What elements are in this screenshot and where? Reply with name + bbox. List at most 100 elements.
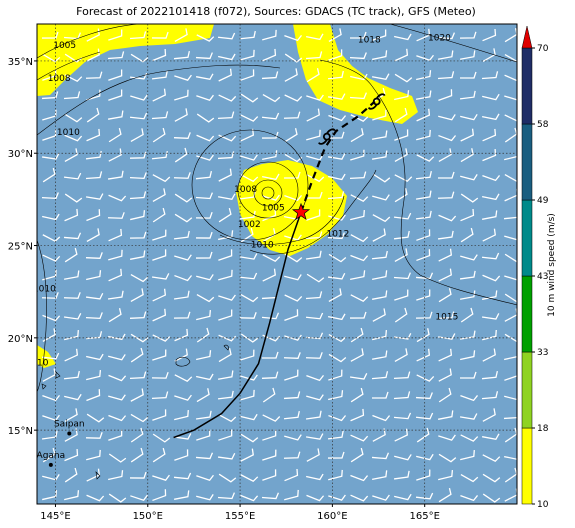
wind-barb — [42, 394, 61, 402]
wind-barb — [459, 290, 476, 300]
wind-barb — [305, 312, 324, 320]
wind-barb — [218, 68, 233, 82]
wind-barb — [261, 112, 280, 120]
wind-barb — [328, 414, 347, 422]
wind-barb — [393, 371, 411, 379]
wind-barb — [262, 449, 277, 461]
wind-barb — [85, 431, 103, 439]
wind-barb — [42, 53, 61, 63]
wind-barb — [328, 49, 343, 61]
wind-barb — [218, 294, 236, 301]
wind-barb — [350, 254, 369, 262]
wind-barb — [394, 428, 409, 442]
isobar-label: 1005 — [53, 41, 76, 51]
wind-barb — [306, 494, 325, 502]
wind-barb — [328, 288, 342, 302]
wind-barb — [350, 494, 369, 502]
wind-barb — [504, 234, 517, 241]
lat-tick-label: 30°N — [8, 149, 33, 160]
lon-tick-label: 160°E — [317, 511, 347, 522]
wind-barb — [86, 270, 102, 281]
map-gridlines — [37, 24, 517, 504]
wind-barb — [371, 371, 389, 380]
wind-barb — [195, 192, 213, 200]
wind-barb — [459, 71, 477, 79]
wind-barb — [64, 393, 82, 401]
wind-barb — [262, 268, 277, 282]
wind-barb — [63, 172, 82, 180]
wind-barb — [130, 94, 148, 101]
wind-barb — [305, 250, 322, 260]
wind-barb — [394, 454, 412, 461]
wind-barb — [372, 428, 386, 442]
wind-barb — [327, 131, 345, 139]
wind-barb — [195, 231, 213, 239]
wind-barb — [174, 449, 189, 461]
wind-barb — [504, 453, 517, 461]
wind-barb — [218, 269, 233, 281]
isobar-label: 1005 — [262, 203, 285, 213]
wind-barb — [481, 371, 499, 380]
wind-barb — [174, 274, 193, 282]
wind-barb — [372, 50, 388, 61]
wind-barb — [240, 93, 259, 103]
wind-barb — [371, 391, 389, 399]
wind-barb — [394, 48, 409, 62]
wind-barb — [107, 212, 125, 219]
wind-barb — [151, 111, 169, 120]
place-labels: Saipan Agana — [37, 419, 85, 467]
wind-barb — [152, 433, 171, 443]
wind-barb — [481, 391, 499, 400]
wind-barb — [129, 151, 147, 159]
wind-barb — [196, 293, 215, 303]
wind-barb — [107, 110, 124, 120]
wind-barb — [460, 434, 479, 442]
wind-barb — [394, 289, 409, 301]
wind-barb — [108, 194, 127, 202]
wind-barb — [174, 348, 188, 362]
wind-barb — [64, 449, 79, 462]
wind-barb — [305, 433, 324, 440]
wind-barb — [283, 391, 301, 400]
wind-barb — [86, 449, 101, 461]
wind-barb — [129, 112, 148, 120]
wind-barb — [460, 494, 479, 502]
wind-barb — [284, 153, 303, 163]
wind-barb — [482, 348, 496, 362]
wind-barb — [438, 89, 453, 101]
wind-barb — [218, 230, 234, 241]
wind-barb — [504, 53, 517, 63]
isobar-label: 1012 — [326, 229, 349, 239]
wind-barb — [349, 373, 368, 380]
wind-barb — [152, 474, 170, 481]
wind-barb — [306, 374, 325, 382]
wind-barb — [130, 53, 149, 63]
wind-barb — [305, 352, 323, 359]
wind-barb — [284, 468, 299, 482]
wind-barb — [86, 28, 100, 42]
wind-barb — [350, 270, 366, 281]
wind-barb — [350, 387, 364, 403]
wind-barb — [42, 69, 57, 81]
wind-barb — [261, 312, 280, 320]
wind-barb — [86, 353, 104, 361]
wind-barb — [240, 333, 259, 343]
colorbar-tick-label: 58 — [537, 120, 549, 130]
wind-barb — [63, 292, 81, 299]
colorbar-tick-label: 43 — [537, 272, 548, 282]
wind-barb — [482, 48, 496, 63]
wind-barb — [482, 174, 501, 182]
wind-barb — [64, 113, 83, 123]
wind-barb — [306, 448, 320, 462]
wind-barb — [305, 51, 323, 60]
wind-barb — [416, 469, 431, 481]
wind-barb — [130, 494, 148, 501]
wind-barb — [482, 210, 498, 220]
isobar-label: 1020 — [428, 34, 451, 44]
colorbar: 10 18 33 43 49 58 70 — [521, 25, 549, 510]
wind-barb — [108, 29, 123, 41]
wind-barb — [42, 490, 58, 501]
wind-barb — [173, 472, 192, 480]
wind-barb — [42, 328, 56, 342]
